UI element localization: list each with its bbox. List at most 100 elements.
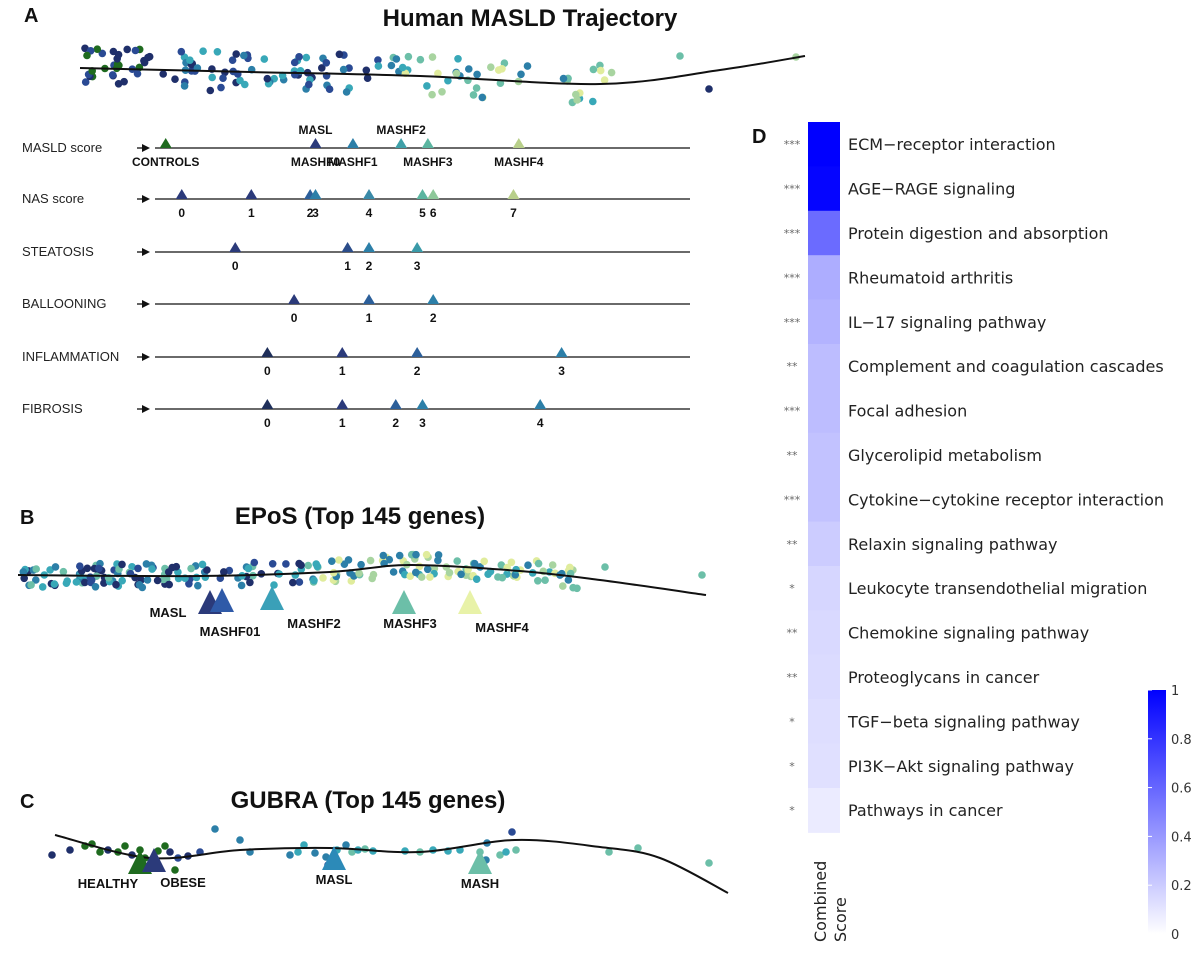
marker-label: 0 xyxy=(232,259,239,273)
scatter-point xyxy=(171,866,179,874)
heatmap-term-label: Relaxin signaling pathway xyxy=(848,535,1058,554)
scatter-point xyxy=(76,562,84,570)
colorbar-ticks: 0 0.2 0.4 0.6 0.8 1 xyxy=(1148,684,1192,943)
panel-letter-b: B xyxy=(20,507,34,529)
scatter-point xyxy=(342,88,351,96)
marker-label: MASHF0 xyxy=(291,155,341,169)
scatter-point xyxy=(559,74,568,83)
scatter-point xyxy=(524,561,532,569)
marker-label: 2 xyxy=(392,416,399,430)
scatter-point xyxy=(291,571,300,579)
scatter-point xyxy=(406,572,415,580)
scatter-point xyxy=(219,74,227,82)
stage-marker-triangle xyxy=(260,586,284,610)
scatter-point xyxy=(404,52,413,61)
scatter-point xyxy=(244,564,253,573)
heatmap-term-label: ECM−receptor interaction xyxy=(848,135,1056,154)
scatter-point xyxy=(589,65,598,74)
stage-label: MASHF3 xyxy=(383,616,436,631)
scatter-point xyxy=(81,78,90,86)
scatter-point xyxy=(232,50,240,58)
scatter-point xyxy=(32,565,40,573)
scatter-point xyxy=(66,846,74,854)
scatter-point xyxy=(51,563,60,571)
scatter-point xyxy=(194,581,202,590)
scatter-point xyxy=(114,50,123,59)
scatter-point xyxy=(428,90,436,99)
significance-stars: ** xyxy=(787,360,799,373)
colorbar-tick-label: 0.2 xyxy=(1171,879,1192,894)
stage-marker-triangle xyxy=(411,242,424,252)
marker-label: MASHF1 xyxy=(328,155,378,169)
panel-a-trajectory-scatter xyxy=(81,44,800,107)
scatter-point xyxy=(220,568,228,576)
scatter-point xyxy=(465,65,473,73)
marker-label: 1 xyxy=(366,311,373,325)
stage-label: OBESE xyxy=(160,875,206,890)
scatter-point xyxy=(676,52,684,60)
panel-letter-a: A xyxy=(24,5,38,27)
stage-marker-triangle xyxy=(395,138,408,148)
scatter-point xyxy=(368,574,377,583)
heatmap-term-label: Protein digestion and absorption xyxy=(848,224,1109,243)
scatter-point xyxy=(143,576,152,584)
scatter-point xyxy=(50,580,59,588)
scatter-point xyxy=(339,65,348,74)
heatmap-term-label: Cytokine−cytokine receptor interaction xyxy=(848,490,1164,509)
stage-marker-triangle xyxy=(468,850,492,874)
panel-d-heatmap: ECM−receptor interaction***AGE−RAGE sign… xyxy=(784,122,1164,833)
scatter-point xyxy=(91,583,100,591)
scatter-point xyxy=(705,859,713,867)
scatter-point xyxy=(416,55,425,64)
scatter-point xyxy=(310,576,318,585)
scatter-point xyxy=(121,842,129,850)
scatter-point xyxy=(705,85,713,93)
marker-label: 2 xyxy=(414,364,421,378)
scatter-point xyxy=(289,578,297,587)
stage-marker-triangle xyxy=(427,189,440,199)
scatter-point xyxy=(165,580,173,589)
scatter-point xyxy=(236,836,244,844)
marker-label: 3 xyxy=(414,259,421,273)
scatter-point xyxy=(86,573,95,581)
scatter-point xyxy=(534,577,542,585)
scatter-point xyxy=(357,560,365,569)
scatter-point xyxy=(454,55,462,63)
marker-label: MASHF3 xyxy=(403,155,453,169)
scatter-point xyxy=(507,558,516,567)
stage-label: HEALTHY xyxy=(78,876,139,891)
scatter-point xyxy=(260,55,269,63)
panel-b-trajectory-scatter xyxy=(19,550,706,593)
marker-label: 4 xyxy=(537,416,544,430)
panel-letter-c: C xyxy=(20,791,34,813)
scatter-point xyxy=(140,58,149,67)
scatter-point xyxy=(452,69,461,78)
scatter-point xyxy=(601,563,609,571)
scatter-point xyxy=(180,82,189,90)
stage-marker-triangle xyxy=(309,189,322,199)
significance-stars: ** xyxy=(787,538,799,551)
panel-c-stage-markers: HEALTHY OBESE MASL MASH xyxy=(78,846,499,891)
stage-marker-triangle xyxy=(346,138,359,148)
scatter-point xyxy=(199,47,207,55)
scatter-point xyxy=(573,96,581,104)
scatter-point xyxy=(470,559,479,568)
scatter-point xyxy=(290,58,299,67)
marker-label: 3 xyxy=(312,206,319,220)
scatter-point xyxy=(423,82,431,90)
marker-label: MASHF2 xyxy=(376,123,426,137)
scatter-point xyxy=(434,69,442,78)
stage-label: MASH xyxy=(461,876,499,891)
panel-a-title: Human MASLD Trajectory xyxy=(383,5,678,32)
scatter-point xyxy=(159,575,168,584)
scatter-point xyxy=(374,56,382,64)
heatmap-cell xyxy=(808,566,840,611)
scatter-point xyxy=(498,65,506,73)
scatter-point xyxy=(512,846,520,854)
scatter-point xyxy=(444,76,452,85)
scatter-point xyxy=(605,848,613,856)
scatter-point xyxy=(417,573,426,581)
heatmap-cell xyxy=(808,788,840,833)
scatter-point xyxy=(412,550,420,559)
